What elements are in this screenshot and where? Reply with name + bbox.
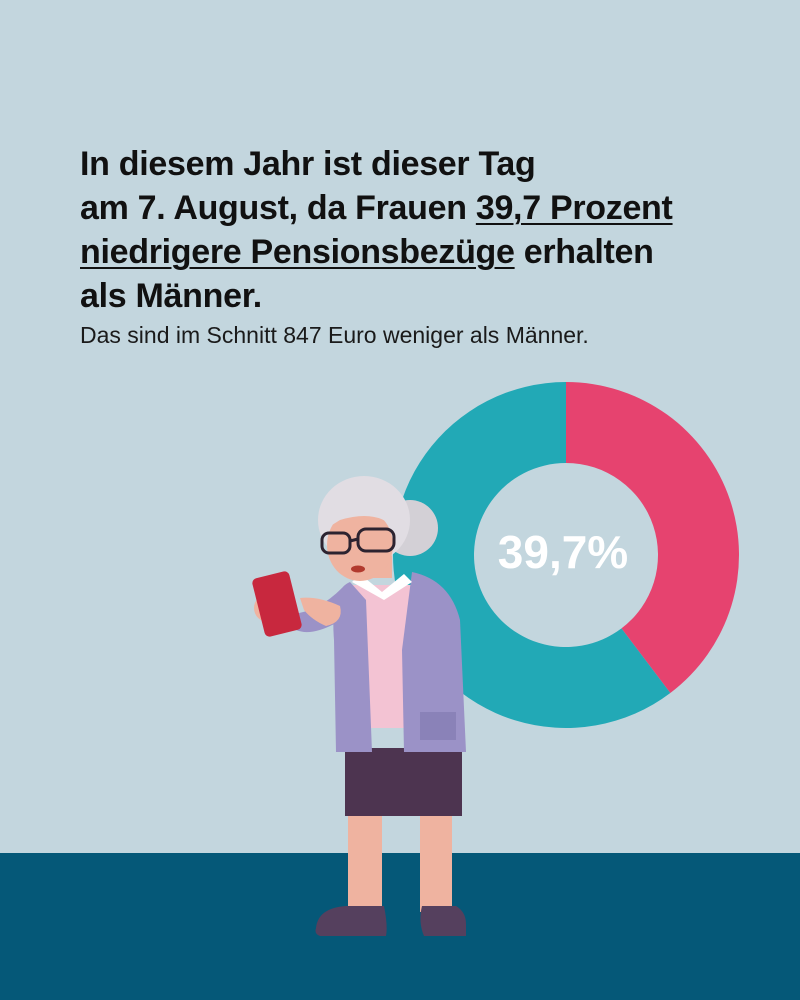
woman-shoe-left (315, 906, 387, 936)
woman-face (327, 509, 393, 581)
headline-pension-underlined: niedrigere Pensionsbezüge (80, 233, 515, 271)
subline: Das sind im Schnitt 847 Euro weniger als… (80, 322, 589, 348)
woman-leg-right (420, 812, 452, 912)
headline-line-4: als Männer. (80, 277, 262, 315)
donut-slice-0 (566, 382, 740, 694)
headline: In diesem Jahr ist dieser Tag am 7. Augu… (80, 142, 720, 318)
woman-collar (352, 574, 412, 600)
woman-skirt (345, 748, 462, 816)
headline-line-1: In diesem Jahr ist dieser Tag (80, 145, 536, 183)
woman-fringe (324, 491, 399, 532)
headline-line-3: niedrigere Pensionsbezüge erhalten (80, 230, 720, 274)
woman-leg-left (348, 812, 382, 912)
headline-line-2: am 7. August, da Frauen 39,7 Prozent (80, 186, 720, 230)
woman-shoe-right (420, 906, 466, 936)
woman-mouth (351, 565, 365, 573)
woman-hand-right (300, 597, 341, 626)
woman-glasses-left (320, 531, 352, 555)
smartphone (252, 571, 302, 637)
headline-percent-underlined: 39,7 Prozent (475, 189, 673, 227)
woman-cardigan-right (402, 572, 466, 752)
donut-center-label: 39,7% (498, 526, 628, 578)
donut-slice-1 (393, 382, 671, 728)
floor-band (0, 853, 800, 1000)
headline-line-2-text: am 7. August, da Frauen (80, 189, 476, 227)
woman-pocket (420, 712, 456, 740)
headline-line-3-text: erhalten (514, 233, 654, 271)
woman-cardigan-left (333, 582, 372, 752)
